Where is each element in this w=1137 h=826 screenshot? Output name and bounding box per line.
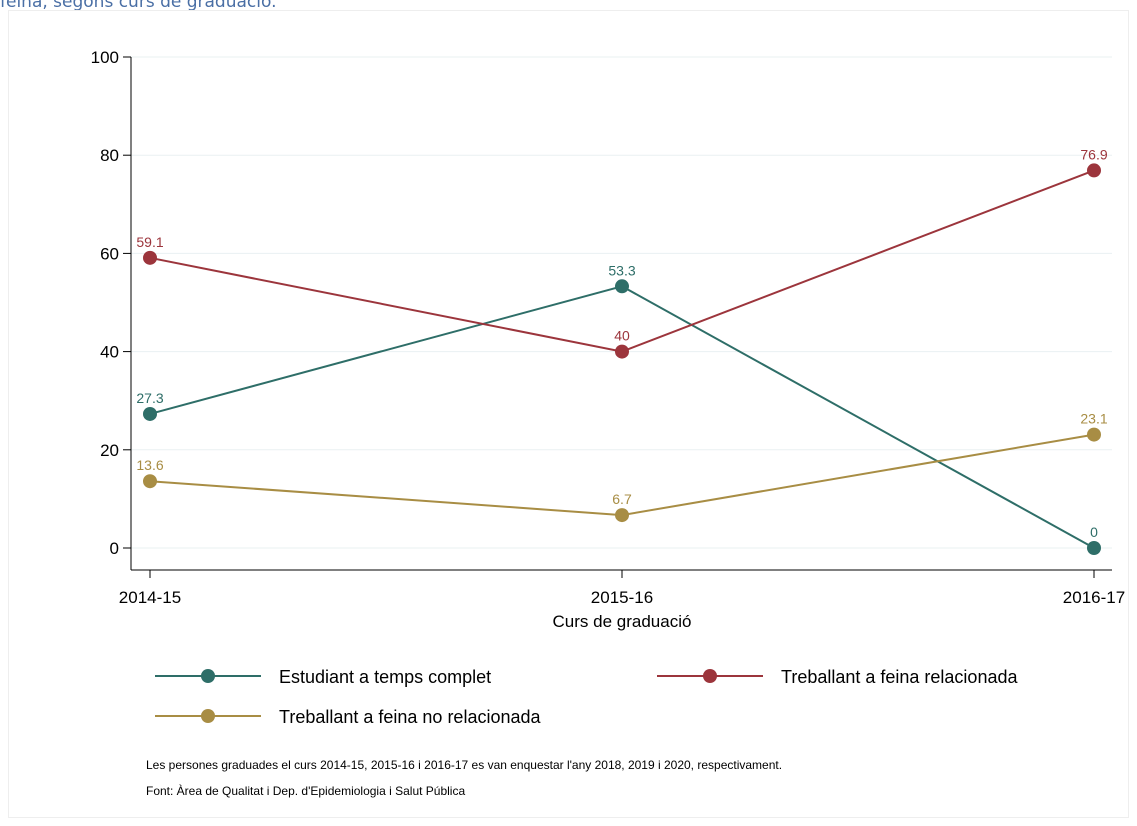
data-point (615, 508, 629, 523)
legend: Estudiant a temps complet Treballant a fe… (155, 667, 1018, 727)
data-point (1087, 541, 1101, 555)
data-point (1087, 427, 1101, 442)
x-tick-label: 2015-16 (591, 588, 653, 607)
data-labels: 27.3 53.3 0 59.1 40 76.9 13.6 6.7 23.1 (136, 146, 1107, 540)
y-tick-label: 40 (100, 343, 119, 362)
y-tick-label: 0 (110, 539, 119, 558)
data-point (143, 250, 157, 265)
data-label: 27.3 (136, 390, 163, 406)
data-label: 0 (1090, 524, 1098, 540)
data-point (615, 279, 629, 294)
source-note: Font: Àrea de Qualitat i Dep. d'Epidemio… (146, 784, 466, 798)
data-point (143, 406, 157, 421)
x-tick-label: 2014-15 (119, 588, 181, 607)
axes: 0 20 40 60 80 100 2014-15 2015-16 2016-17 Curs de… (91, 48, 1126, 631)
legend-marker (201, 709, 215, 723)
data-label: 76.9 (1080, 146, 1107, 162)
y-tick-label: 80 (100, 146, 119, 165)
legend-label: Treballant a feina relacionada (781, 667, 1018, 687)
series-points (143, 163, 1101, 555)
gridlines (131, 56, 1112, 549)
x-tick-label: 2016-17 (1063, 588, 1125, 607)
y-tick-label: 100 (91, 48, 119, 67)
data-label: 13.6 (136, 457, 163, 473)
data-label: 6.7 (612, 491, 632, 507)
data-point (143, 474, 157, 489)
legend-label: Treballant a feina no relacionada (279, 707, 541, 727)
series-line (149, 169, 1095, 353)
y-tick-label: 60 (100, 244, 119, 263)
data-point (615, 344, 629, 359)
chart-caption: feina, segons curs de graduació. (0, 0, 277, 12)
legend-marker (201, 669, 215, 683)
y-tick-label: 20 (100, 441, 119, 460)
data-label: 53.3 (608, 262, 635, 278)
data-label: 59.1 (136, 234, 163, 250)
data-point (1087, 163, 1101, 178)
chart-frame (8, 10, 1129, 818)
legend-label: Estudiant a temps complet (279, 667, 491, 687)
data-label: 40 (614, 328, 630, 344)
legend-marker (703, 669, 717, 683)
x-axis-title: Curs de graduació (553, 612, 692, 631)
data-label: 23.1 (1080, 411, 1107, 427)
survey-note: Les persones graduades el curs 2014-15, … (146, 758, 783, 772)
